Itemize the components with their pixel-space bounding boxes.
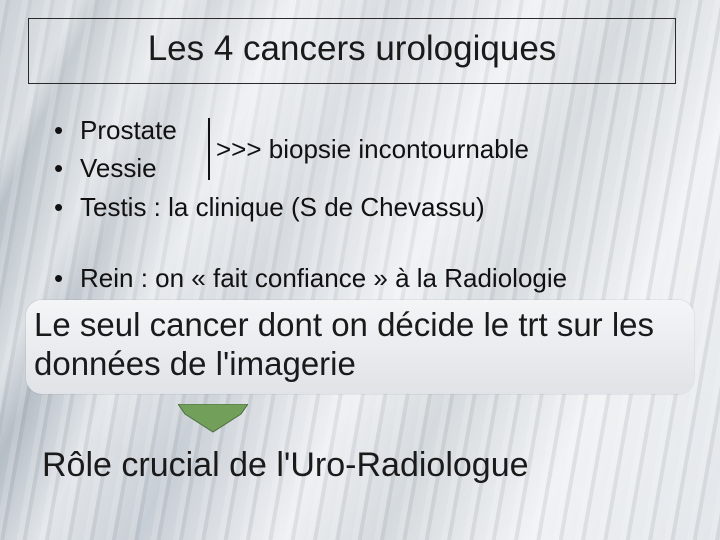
down-arrow-icon [178, 404, 248, 434]
slide-content: Les 4 cancers urologiques • Prostate • V… [0, 0, 720, 540]
bullet-marker: • [54, 189, 80, 225]
bullet-marker: • [54, 112, 80, 148]
brace-text: >>> biopsie incontournable [216, 134, 529, 165]
bullet-group-2: • Rein : on « fait confiance » à la Radi… [54, 260, 567, 298]
bullet-marker: • [54, 150, 80, 186]
list-item: • Rein : on « fait confiance » à la Radi… [54, 260, 567, 296]
title-container: Les 4 cancers urologiques [28, 18, 676, 84]
brace-line [208, 118, 210, 180]
bullet-text: Prostate [80, 112, 177, 148]
list-item: • Testis : la clinique (S de Chevassu) [54, 189, 485, 225]
bullet-text: Vessie [80, 150, 157, 186]
slide-title: Les 4 cancers urologiques [49, 29, 655, 69]
bullet-text: Rein : on « fait confiance » à la Radiol… [80, 260, 567, 296]
bullet-marker: • [54, 260, 80, 296]
bullet-text: Testis : la clinique (S de Chevassu) [80, 189, 485, 225]
highlight-text: Le seul cancer dont on décide le trt sur… [34, 306, 686, 384]
conclusion-text: Rôle crucial de l'Uro-Radiologue [42, 446, 529, 485]
brace-annotation: >>> biopsie incontournable [208, 114, 529, 184]
highlight-box: Le seul cancer dont on décide le trt sur… [26, 300, 694, 394]
